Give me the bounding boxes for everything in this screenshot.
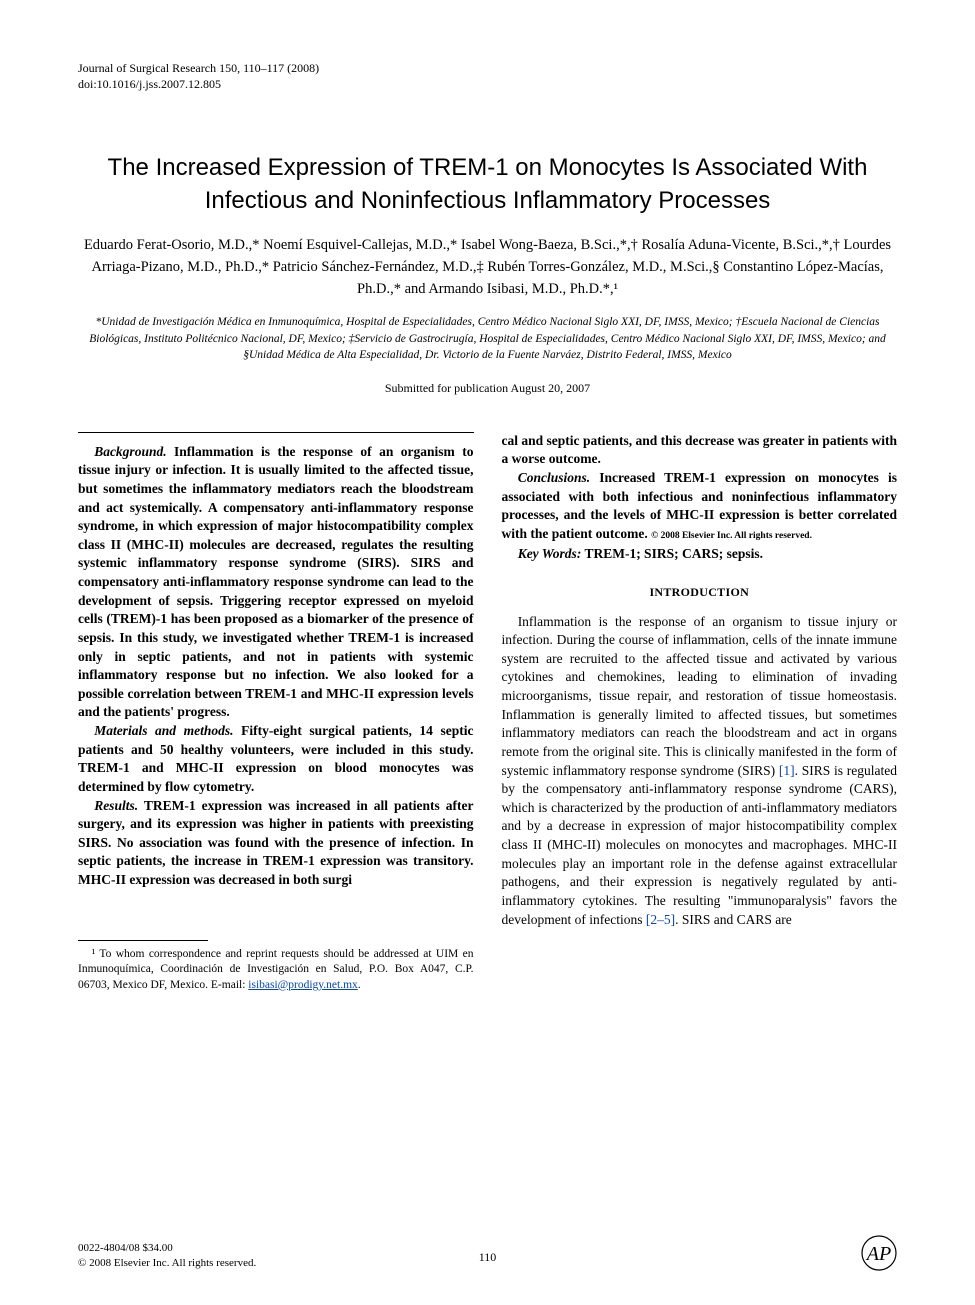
abstract-copyright: © 2008 Elsevier Inc. All rights reserved… xyxy=(651,531,812,541)
correspondence-footnote: ¹ To whom correspondence and reprint req… xyxy=(78,947,474,994)
page-number: 110 xyxy=(479,1250,497,1265)
correspondence-email-link[interactable]: isibasi@prodigy.net.mx xyxy=(248,979,358,991)
page-footer: 0022-4804/08 $34.00 © 2008 Elsevier Inc.… xyxy=(78,1235,897,1271)
intro-paragraph-1: Inflammation is the response of an organ… xyxy=(502,613,898,930)
abstract-conclusions: Conclusions. Increased TREM-1 expression… xyxy=(502,469,898,544)
introduction-heading: INTRODUCTION xyxy=(502,584,898,601)
conclusions-label: Conclusions. xyxy=(518,470,590,485)
intro-text-mid: . SIRS is regulated by the compensatory … xyxy=(502,763,898,927)
background-text: Inflammation is the response of an organ… xyxy=(78,444,474,720)
publisher-logo-icon: AP xyxy=(861,1235,897,1271)
abstract-top-rule xyxy=(78,432,474,433)
left-column: Background. Inflammation is the response… xyxy=(78,432,474,994)
results-continued: cal and septic patients, and this decrea… xyxy=(502,432,898,469)
affiliations: *Unidad de Investigación Médica en Inmun… xyxy=(78,314,897,362)
abstract-methods: Materials and methods. Fifty-eight surgi… xyxy=(78,722,474,797)
svg-text:AP: AP xyxy=(865,1243,891,1265)
citation-link-2-5[interactable]: [2–5] xyxy=(646,912,675,927)
doi-line: doi:10.1016/j.jss.2007.12.805 xyxy=(78,76,897,92)
article-title: The Increased Expression of TREM-1 on Mo… xyxy=(78,152,897,217)
two-column-body: Background. Inflammation is the response… xyxy=(78,432,897,994)
background-label: Background. xyxy=(94,444,166,459)
authors-line: Eduardo Ferat-Osorio, M.D.,* Noemí Esqui… xyxy=(78,235,897,300)
footnote-rule xyxy=(78,940,208,941)
submitted-date: Submitted for publication August 20, 200… xyxy=(78,381,897,396)
keywords-label: Key Words: xyxy=(518,546,582,561)
abstract-block: Background. Inflammation is the response… xyxy=(78,443,474,890)
keywords-text: TREM-1; SIRS; CARS; sepsis. xyxy=(581,546,763,561)
methods-label: Materials and methods. xyxy=(94,723,233,738)
results-text: TREM-1 expression was increased in all p… xyxy=(78,798,474,888)
results-label: Results. xyxy=(94,798,138,813)
abstract-results: Results. TREM-1 expression was increased… xyxy=(78,797,474,890)
abstract-background: Background. Inflammation is the response… xyxy=(78,443,474,722)
journal-header-line: Journal of Surgical Research 150, 110–11… xyxy=(78,60,897,76)
abstract-continued: cal and septic patients, and this decrea… xyxy=(502,432,898,564)
footer-issn-price: 0022-4804/08 $34.00 xyxy=(78,1241,861,1256)
right-column: cal and septic patients, and this decrea… xyxy=(502,432,898,994)
keywords-line: Key Words: TREM-1; SIRS; CARS; sepsis. xyxy=(502,545,898,564)
footnote-text-post: . xyxy=(358,979,361,991)
intro-text-post: . SIRS and CARS are xyxy=(675,912,792,927)
footer-left-block: 0022-4804/08 $34.00 © 2008 Elsevier Inc.… xyxy=(78,1241,861,1271)
intro-text-pre: Inflammation is the response of an organ… xyxy=(502,614,898,778)
citation-link-1[interactable]: [1] xyxy=(779,763,795,778)
footer-copyright: © 2008 Elsevier Inc. All rights reserved… xyxy=(78,1256,861,1271)
